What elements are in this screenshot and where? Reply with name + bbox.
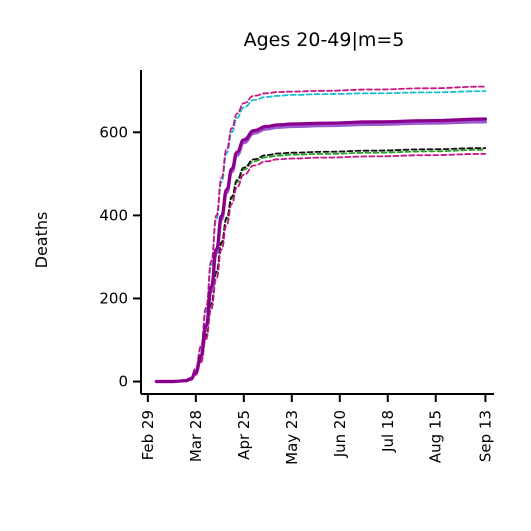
series-line-4	[156, 150, 485, 382]
series-line-6	[156, 154, 485, 382]
x-tick-label: Sep 13	[476, 410, 494, 462]
x-tick-label: Apr 25	[235, 410, 253, 460]
y-tick-label: 400	[99, 206, 128, 224]
x-tick-label: Aug 15	[427, 410, 445, 463]
x-tick-label: Jul 18	[379, 410, 397, 453]
chart-title: Ages 20-49|m=5	[244, 29, 405, 51]
series-line-2	[156, 122, 485, 382]
y-tick-label: 0	[118, 373, 128, 391]
y-axis-label: Deaths	[32, 212, 51, 269]
y-tick-label: 600	[99, 123, 128, 141]
axes-layer: 0 200 400 600 Feb 29 Mar 28 Apr 25 May 23 Jun 20…	[99, 70, 494, 465]
x-tick-label: Feb 29	[139, 410, 157, 460]
series-layer	[156, 87, 485, 382]
x-tick-label: Mar 28	[187, 410, 205, 462]
y-tick-label: 200	[99, 289, 128, 307]
series-line-5	[156, 148, 485, 381]
series-line-3	[156, 119, 485, 382]
x-tick-label: Jun 20	[331, 410, 349, 458]
x-tick-label: May 23	[283, 410, 301, 465]
